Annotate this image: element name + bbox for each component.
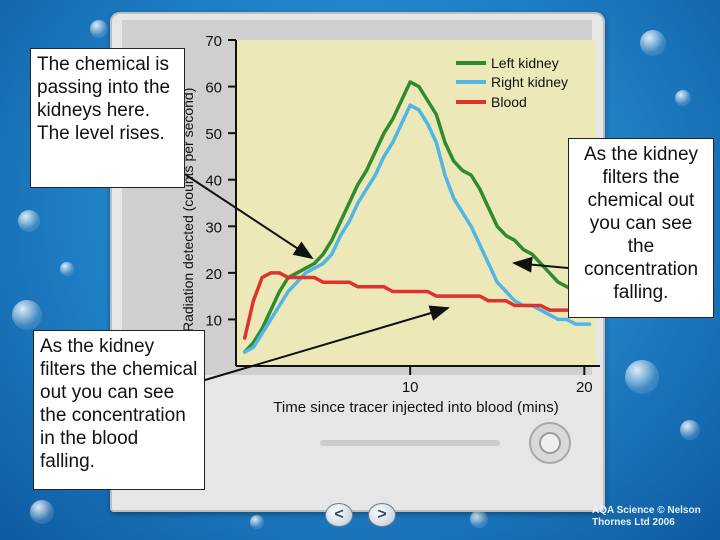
next-slide-button[interactable]: >	[368, 503, 396, 527]
y-tick-label: 60	[205, 80, 222, 97]
y-tick-label: 10	[205, 312, 222, 329]
arrow-rising	[185, 174, 314, 260]
x-ticks: 10 20	[402, 366, 593, 396]
legend-label-left-kidney: Left kidney	[491, 55, 559, 71]
publisher-credit: AQA Science © Nelson Thornes Ltd 2006	[592, 505, 702, 529]
monitor-speaker-slot	[320, 440, 500, 446]
bubble-decoration	[90, 20, 108, 38]
bubble-decoration	[12, 300, 42, 330]
legend-label-blood: Blood	[491, 94, 527, 110]
x-tick-label: 20	[576, 379, 593, 396]
legend: Left kidney Right kidney Blood	[456, 55, 568, 110]
y-tick-label: 20	[205, 266, 222, 283]
legend-label-right-kidney: Right kidney	[491, 74, 568, 90]
bubble-decoration	[18, 210, 40, 232]
legend-swatch-left-kidney	[456, 61, 486, 65]
previous-slide-button[interactable]: <	[325, 503, 353, 527]
bubble-decoration	[640, 30, 666, 56]
y-tick-label: 40	[205, 173, 222, 190]
bubble-decoration	[675, 90, 691, 106]
callout-kidney-falling: As the kidney filters the chemical out y…	[568, 138, 714, 318]
credit-line-1: AQA Science © Nelson	[592, 505, 701, 516]
bubble-decoration	[680, 420, 700, 440]
y-tick-label: 30	[205, 219, 222, 236]
callout-blood-falling: As the kidney filters the chemical out y…	[33, 330, 205, 490]
plot-background	[236, 40, 596, 365]
y-tick-label: 50	[205, 126, 222, 143]
y-ticks: 10 20 30 40 50 60 70	[205, 33, 236, 329]
x-tick-label: 10	[402, 379, 419, 396]
bubble-decoration	[60, 262, 74, 276]
monitor-power-button-inner	[539, 432, 561, 454]
bubble-decoration	[250, 515, 264, 529]
legend-swatch-right-kidney	[456, 80, 486, 84]
series-line-blood	[242, 271, 587, 340]
bubble-decoration	[30, 500, 54, 524]
y-tick-label: 70	[205, 33, 222, 50]
arrow-kidney-falling	[512, 256, 569, 273]
series-layer	[242, 80, 592, 354]
legend-swatch-blood	[456, 100, 486, 104]
series-line-left-kidney	[242, 80, 592, 354]
x-axis-label: Time since tracer injected into blood (m…	[273, 399, 558, 416]
bubble-decoration	[625, 360, 659, 394]
arrow-blood-falling	[204, 305, 450, 381]
credit-line-2: Thornes Ltd 2006	[592, 517, 675, 528]
callout-rising: The chemical is passing into the kidneys…	[30, 48, 185, 188]
bubble-decoration	[470, 510, 488, 528]
